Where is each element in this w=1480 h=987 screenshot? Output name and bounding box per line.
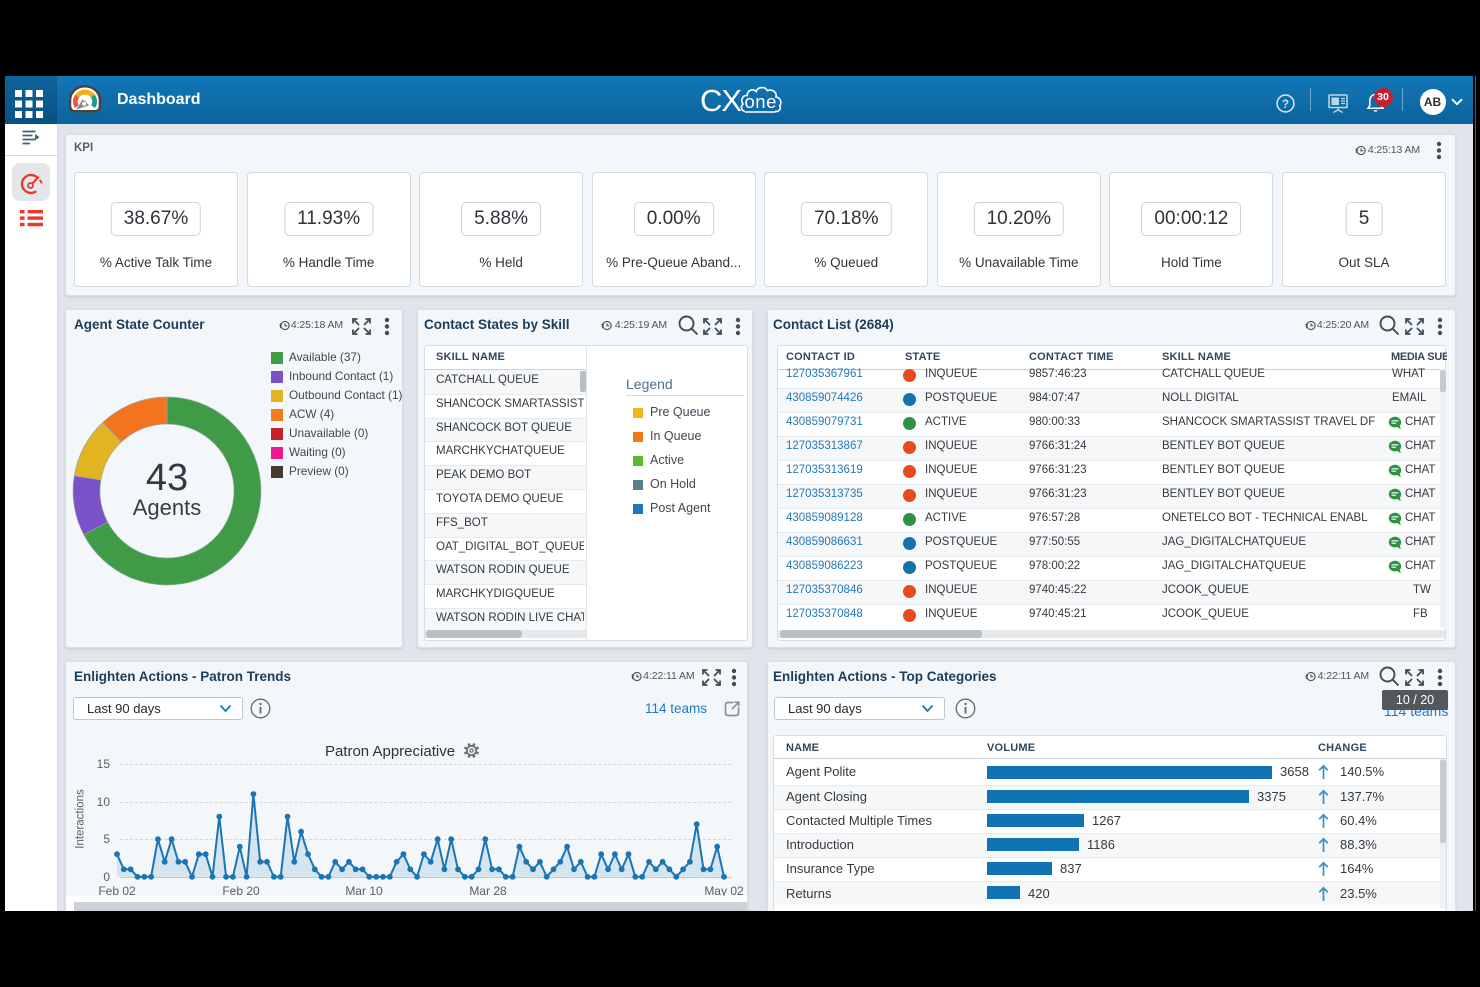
svg-text:one: one [745,91,777,112]
svg-text:?: ? [1282,99,1289,111]
